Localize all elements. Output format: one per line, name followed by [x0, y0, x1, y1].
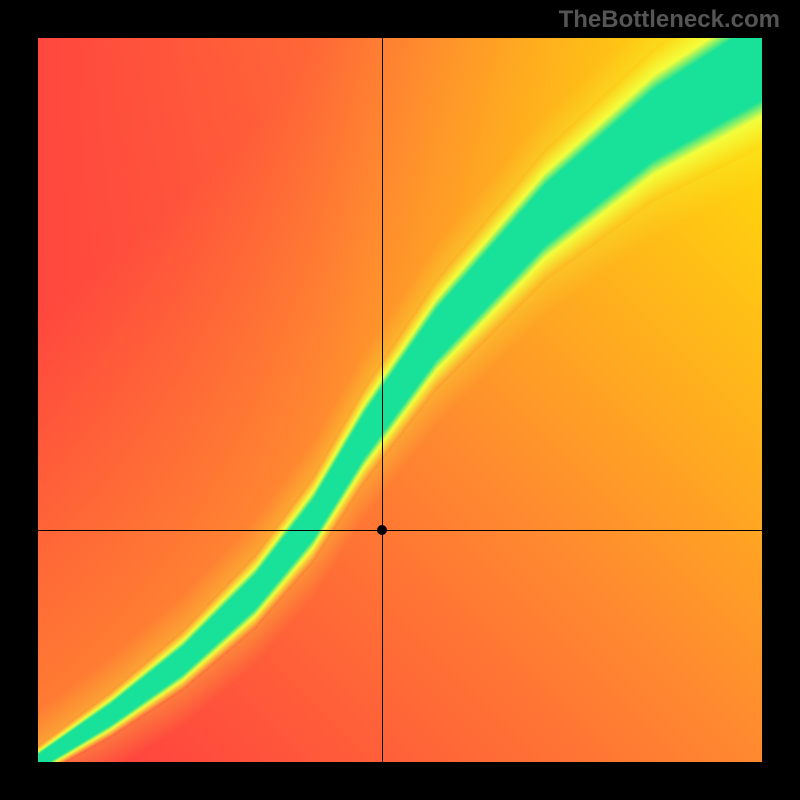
heatmap-canvas — [38, 38, 762, 762]
heatmap-chart — [38, 38, 762, 762]
crosshair-dot — [377, 525, 387, 535]
crosshair-horizontal — [38, 530, 762, 531]
watermark-text: TheBottleneck.com — [559, 6, 780, 34]
crosshair-vertical — [382, 38, 383, 762]
